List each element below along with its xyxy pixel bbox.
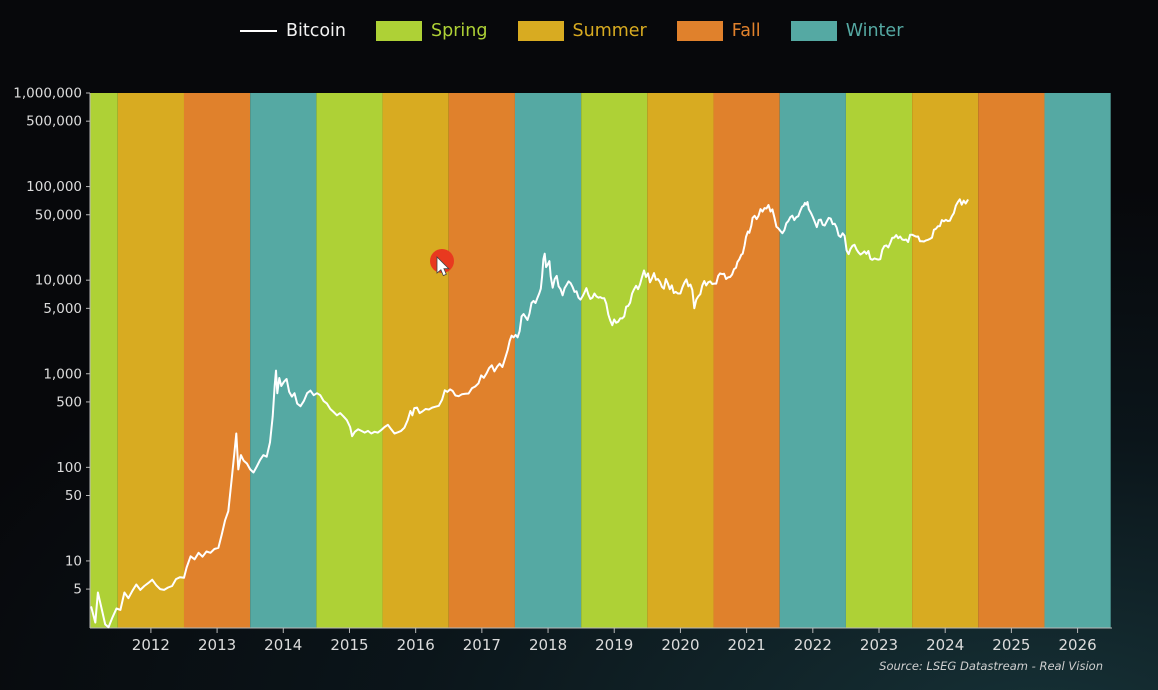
legend-label-winter: Winter xyxy=(845,21,904,41)
season-band-summer-2016 xyxy=(382,93,449,628)
y-tick-label: 1,000 xyxy=(43,366,82,382)
summer-swatch xyxy=(517,21,564,41)
season-band-summer-2012 xyxy=(117,93,184,628)
season-band-spring-2023 xyxy=(845,93,913,628)
x-tick-label: 2013 xyxy=(198,636,236,654)
y-tick-label: 500,000 xyxy=(26,114,82,130)
legend-label-fall: Fall xyxy=(731,21,761,41)
legend-label-bitcoin: Bitcoin xyxy=(286,21,347,41)
x-tick-label: 2020 xyxy=(661,636,699,654)
bitcoin-price-line xyxy=(90,198,969,629)
legend-item-winter: Winter xyxy=(790,21,904,41)
season-band-winter-2014 xyxy=(250,93,317,628)
x-tick-label: 2025 xyxy=(992,636,1030,654)
y-tick-label: 10,000 xyxy=(35,273,82,289)
x-tick-label: 2015 xyxy=(330,636,368,654)
season-band-spring-2011 xyxy=(90,93,118,628)
cursor-highlight xyxy=(430,249,454,273)
bitcoin-line-swatch xyxy=(240,30,277,32)
legend-item-spring: Spring xyxy=(376,21,488,41)
legend-label-summer: Summer xyxy=(572,21,647,41)
season-band-fall-2013 xyxy=(183,93,251,628)
y-tick-label: 100,000 xyxy=(26,179,82,195)
season-band-spring-2015 xyxy=(316,93,383,628)
x-tick-label: 2021 xyxy=(728,636,766,654)
x-tick-label: 2012 xyxy=(132,636,170,654)
y-tick-label: 5,000 xyxy=(43,301,82,317)
legend-item-summer: Summer xyxy=(517,21,647,41)
x-tick-label: 2023 xyxy=(860,636,898,654)
y-tick-label: 5 xyxy=(73,582,82,598)
season-band-fall-2025 xyxy=(978,93,1045,628)
y-tick-label: 1,000,000 xyxy=(13,86,82,102)
legend-item-fall: Fall xyxy=(676,21,761,41)
season-band-fall-2021 xyxy=(713,93,780,628)
spring-swatch xyxy=(376,21,423,41)
x-tick-label: 2019 xyxy=(595,636,633,654)
winter-swatch xyxy=(790,21,837,41)
y-tick-label: 100 xyxy=(56,460,82,476)
y-tick-label: 10 xyxy=(65,553,82,569)
season-band-spring-2019 xyxy=(581,93,648,628)
x-tick-label: 2014 xyxy=(264,636,302,654)
season-band-summer-2024 xyxy=(912,93,979,628)
season-band-summer-2020 xyxy=(647,93,714,628)
fall-swatch xyxy=(676,21,723,41)
season-band-winter-2018 xyxy=(514,93,582,628)
x-tick-label: 2022 xyxy=(794,636,832,654)
y-tick-label: 500 xyxy=(56,394,82,410)
legend-item-bitcoin: Bitcoin xyxy=(240,21,346,41)
legend-label-spring: Spring xyxy=(431,21,488,41)
mouse-cursor-icon xyxy=(436,256,450,277)
x-tick-label: 2018 xyxy=(529,636,567,654)
x-tick-label: 2026 xyxy=(1058,636,1096,654)
season-band-winter-2026 xyxy=(1044,93,1111,628)
x-tick-label: 2024 xyxy=(926,636,964,654)
chart-legend: Bitcoin Spring Summer Fall Winter xyxy=(240,21,903,41)
x-tick-label: 2017 xyxy=(463,636,501,654)
y-tick-label: 50,000 xyxy=(35,207,82,223)
season-band-winter-2022 xyxy=(779,93,846,628)
y-tick-label: 50 xyxy=(65,488,82,504)
x-tick-label: 2016 xyxy=(397,636,435,654)
source-note: Source: LSEG Datastream - Real Vision xyxy=(879,659,1103,673)
